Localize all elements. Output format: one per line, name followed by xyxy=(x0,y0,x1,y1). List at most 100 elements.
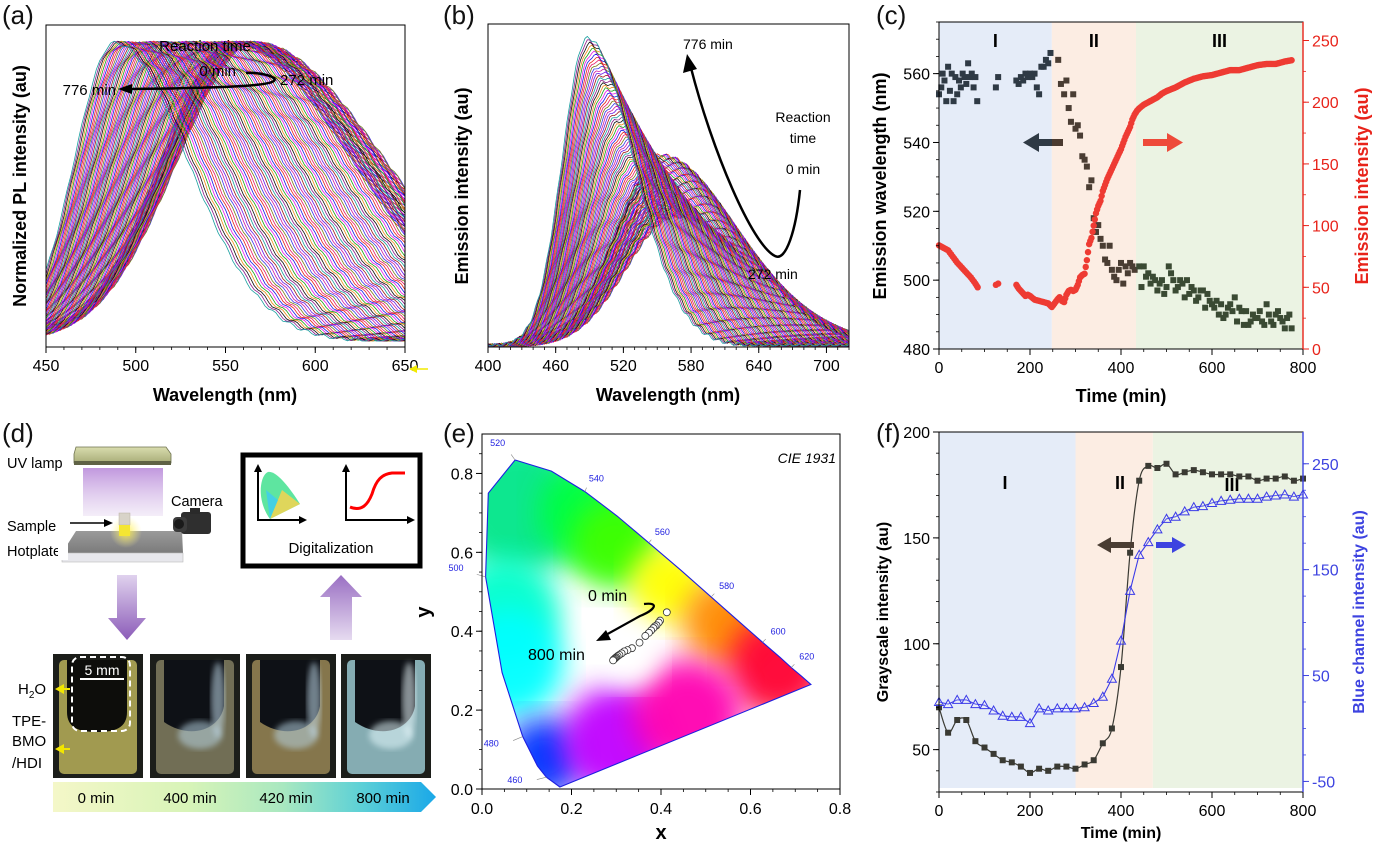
wavelength-point xyxy=(1031,70,1038,77)
wavelength-label: 460 xyxy=(507,775,522,785)
wavelength-point xyxy=(1206,297,1213,304)
spectrum-curve xyxy=(46,41,405,338)
sample-photo-3 xyxy=(246,654,336,778)
blue-channel-point xyxy=(1015,711,1027,721)
wavelength-point xyxy=(1245,321,1252,328)
wavelength-point xyxy=(1095,222,1102,229)
f-y-left-tick-label: 150 xyxy=(903,531,930,548)
wavelength-point xyxy=(941,77,948,84)
sample-arrowhead-icon xyxy=(104,519,113,527)
b-x-tick-label: 640 xyxy=(745,358,772,375)
wavelength-point xyxy=(1045,60,1052,67)
wavelength-point xyxy=(1179,280,1186,287)
f-y-axis-left-label: Grayscale intensity (au) xyxy=(875,522,892,703)
wavelength-point xyxy=(1099,242,1106,249)
wavelength-point xyxy=(1227,301,1234,308)
wavelength-point xyxy=(968,70,975,77)
wavelength-point xyxy=(1274,308,1281,315)
wavelength-point xyxy=(938,84,945,91)
blue-channel-point xyxy=(988,704,999,715)
c-y-left-tick-label: 520 xyxy=(903,204,930,221)
hotplate-label-mask xyxy=(58,540,68,560)
b-x-tick-label: 580 xyxy=(678,358,705,375)
wavelength-point xyxy=(1177,277,1184,284)
e-x-tick-label: 0.0 xyxy=(471,801,493,818)
camera-icon xyxy=(173,508,211,534)
intensity-point xyxy=(1083,256,1091,264)
e-y-axis-label: y xyxy=(413,606,435,618)
a-x-axis-ticks: 450 500 550 600 650 xyxy=(33,347,419,375)
wavelength-point xyxy=(1102,256,1109,263)
grayscale-point xyxy=(1072,765,1079,772)
spectrum-curve xyxy=(46,41,405,324)
wavelength-point xyxy=(957,84,964,91)
blue-channel-point xyxy=(1243,493,1254,503)
grayscale-point xyxy=(1045,767,1052,774)
wavelength-point xyxy=(965,60,972,67)
grayscale-point xyxy=(1218,471,1225,478)
blue-channel-point xyxy=(1170,511,1181,521)
a-x-tick-label: 650 xyxy=(392,358,419,375)
grayscale-point xyxy=(1272,475,1279,482)
wavelength-label: 600 xyxy=(771,626,786,636)
wavelength-point xyxy=(1036,91,1043,98)
region-label: III xyxy=(1224,475,1239,495)
spectrum-curve xyxy=(46,40,405,342)
grayscale-point xyxy=(945,729,952,736)
wavelength-point xyxy=(1061,91,1068,98)
blue-channel-point xyxy=(1179,505,1191,516)
panel-label-a: (a) xyxy=(2,0,34,30)
wavelength-point xyxy=(1218,301,1225,308)
grayscale-point xyxy=(1290,477,1297,484)
wavelength-point xyxy=(1022,70,1029,77)
a-annotation-start: 0 min xyxy=(199,63,236,80)
label-h2o: H2O xyxy=(18,681,46,701)
blue-channel-point xyxy=(942,698,954,709)
panel-d-experimental-setup: UV lamp Sample Hotplate Camera xyxy=(7,446,436,812)
a-spectra-curves xyxy=(46,40,405,342)
timeline-label: 0 min xyxy=(78,790,115,807)
wavelength-point xyxy=(1183,277,1190,284)
e-annotation-start: 0 min xyxy=(588,588,627,605)
wavelength-point xyxy=(1170,277,1177,284)
wavelength-point xyxy=(1147,280,1154,287)
wavelength-point xyxy=(1199,287,1206,294)
wavelength-point xyxy=(1220,315,1227,322)
c-x-tick-label: 600 xyxy=(1199,360,1226,377)
wavelength-point xyxy=(1029,74,1036,81)
spectrum-curve xyxy=(46,40,405,333)
f-left-arrow-icon xyxy=(1097,537,1134,553)
wavelength-point xyxy=(1088,177,1095,184)
a-x-tick-label: 450 xyxy=(33,358,60,375)
e-x-axis-label: x xyxy=(655,822,666,844)
grayscale-point xyxy=(999,757,1006,764)
wavelength-point xyxy=(1270,321,1277,328)
grayscale-point xyxy=(1209,471,1215,478)
b-annotation-turn: 272 min xyxy=(748,266,798,282)
wavelength-point xyxy=(1124,270,1131,277)
blue-channel-point xyxy=(1206,497,1218,507)
wavelength-point xyxy=(1277,315,1284,322)
b-x-axis-label: Wavelength (nm) xyxy=(596,385,740,405)
e-time-arrow xyxy=(603,602,655,637)
blue-channel-point xyxy=(997,710,1009,720)
wavelength-point xyxy=(1027,70,1033,77)
wavelength-point xyxy=(961,74,968,81)
wavelength-point xyxy=(1158,277,1165,284)
wavelength-point xyxy=(972,74,979,81)
a-arrowhead-icon xyxy=(118,84,132,94)
spectrum-curve xyxy=(46,41,405,333)
wavelength-point xyxy=(1238,308,1245,315)
grayscale-point xyxy=(1190,467,1197,474)
panel-label-c: (c) xyxy=(876,0,907,30)
grayscale-point xyxy=(1163,460,1170,467)
wavelength-point xyxy=(1288,325,1295,332)
grayscale-point xyxy=(990,750,997,757)
wavelength-point xyxy=(966,74,973,81)
grayscale-point xyxy=(1127,549,1134,556)
spectrum-curve xyxy=(46,41,405,328)
blue-channel-point xyxy=(1079,701,1090,712)
a-annotation-turn: 272 min xyxy=(280,72,333,89)
wavelength-point xyxy=(1209,301,1215,308)
c-y-right-tick-label: 150 xyxy=(1312,157,1339,174)
